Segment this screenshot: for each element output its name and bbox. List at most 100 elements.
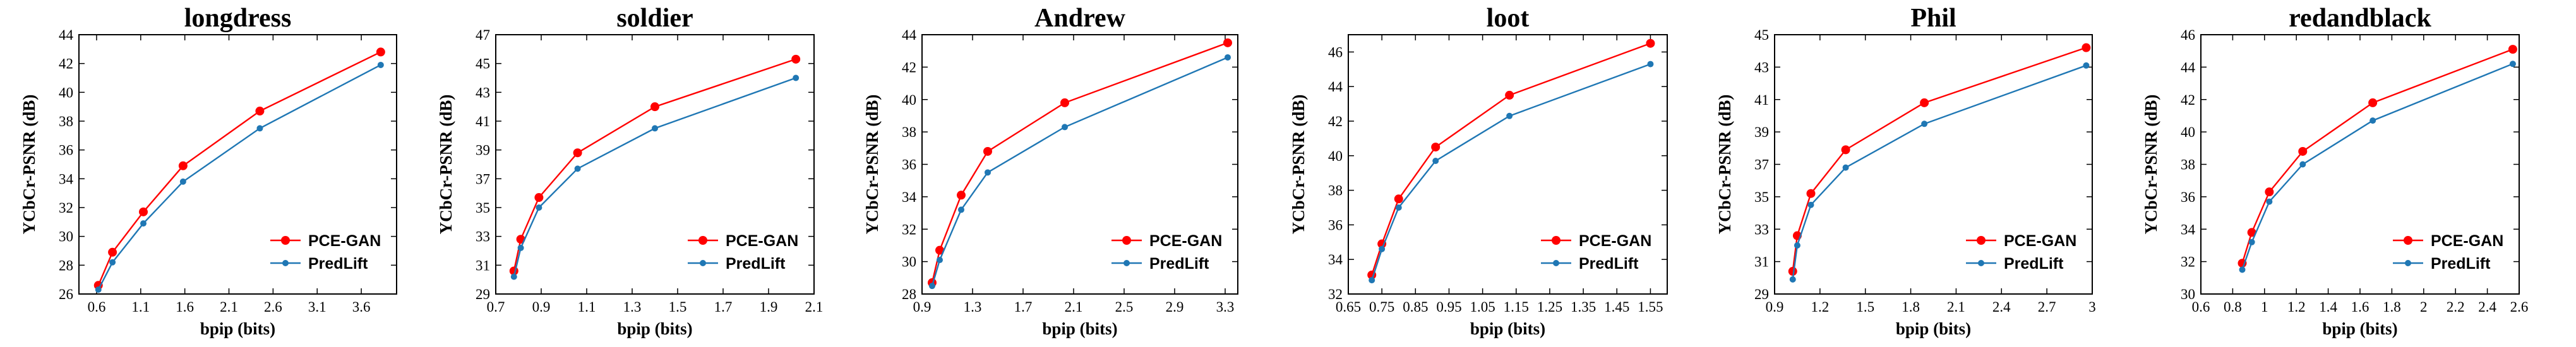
legend-marker-PCE-GAN: [281, 236, 290, 245]
chart-title: Andrew: [1034, 4, 1126, 33]
y-tick-label: 42: [59, 56, 73, 72]
y-tick-label: 44: [902, 27, 917, 43]
x-tick-label: 1.05: [1470, 299, 1495, 315]
data-point-PCE-GAN: [108, 247, 117, 257]
data-point-PCE-GAN: [1920, 98, 1929, 107]
x-axis-label: bpip (bits): [200, 319, 275, 338]
chart-title: soldier: [616, 4, 693, 33]
data-point-PredLift: [1395, 204, 1402, 211]
data-point-PCE-GAN: [1806, 189, 1816, 198]
y-axis-label: YCbCr-PSNR (dB): [863, 95, 882, 235]
y-tick-label: 38: [902, 124, 916, 140]
data-point-PredLift: [256, 125, 263, 132]
y-tick-label: 38: [1328, 183, 1343, 199]
x-tick-label: 1.5: [1856, 299, 1874, 315]
y-tick-label: 30: [902, 254, 916, 270]
y-tick-label: 26: [59, 286, 73, 302]
chart-panel-longdress: longdress 0.6 1.1 1.6 2.1 2.6 3.1 3.6 26 28 30 32 34…: [20, 4, 397, 338]
series-line-PredLift: [931, 56, 1228, 286]
data-point-PCE-GAN: [2247, 228, 2256, 237]
legend-label: PredLift: [308, 255, 368, 273]
y-tick-label: 40: [59, 85, 73, 100]
y-tick-label: 38: [2181, 157, 2195, 173]
legend-marker-PredLift: [1123, 260, 1130, 266]
x-tick-label: 1.45: [1604, 299, 1629, 315]
legend-marker-PCE-GAN: [1552, 236, 1561, 245]
data-point-PredLift: [1807, 201, 1814, 208]
y-tick-label: 35: [476, 200, 490, 216]
data-point-PredLift: [1921, 121, 1928, 127]
y-tick-label: 38: [59, 114, 73, 129]
y-tick-label: 39: [1754, 124, 1769, 140]
plot-frame: [1348, 34, 1668, 295]
data-point-PredLift: [1225, 54, 1231, 61]
y-tick-label: 32: [902, 221, 916, 237]
y-tick-label: 36: [59, 143, 73, 158]
data-point-PredLift: [2299, 161, 2306, 168]
y-tick-label: 40: [2181, 124, 2195, 140]
data-point-PredLift: [1647, 61, 1654, 68]
plot-frame: [78, 34, 397, 295]
x-tick-label: 1.7: [714, 299, 733, 315]
data-point-PCE-GAN: [2265, 187, 2274, 197]
y-tick-label: 28: [59, 257, 73, 273]
legend-label: PCE-GAN: [2004, 232, 2076, 250]
data-point-PCE-GAN: [1394, 194, 1403, 204]
plot-frame: [495, 34, 815, 295]
y-axis-label: YCbCr-PSNR (dB): [1715, 95, 1734, 235]
series-line-PCE-GAN: [513, 58, 796, 271]
data-point-PCE-GAN: [791, 54, 801, 64]
y-tick-label: 41: [1754, 92, 1769, 108]
x-tick-label: 3.1: [308, 299, 326, 315]
x-tick-label: 1.8: [2383, 299, 2401, 315]
chart-panel-loot: loot 0.65 0.75 0.85 0.95 1.05 1.15 1.25 1.35 1.45…: [1289, 4, 1668, 338]
series-line-PredLift: [513, 77, 796, 277]
x-axis-label: bpip (bits): [2322, 319, 2397, 338]
data-point-PCE-GAN: [1223, 38, 1232, 47]
y-axis-label: YCbCr-PSNR (dB): [2142, 95, 2160, 235]
y-tick-label: 47: [476, 27, 490, 43]
data-point-PCE-GAN: [983, 146, 992, 156]
legend-marker-PCE-GAN: [2404, 236, 2412, 245]
y-tick-label: 45: [476, 56, 490, 72]
y-tick-label: 40: [1328, 148, 1343, 164]
legend-label: PCE-GAN: [1579, 232, 1651, 250]
series-line-PCE-GAN: [97, 51, 381, 286]
x-tick-label: 2.5: [1115, 299, 1134, 315]
x-tick-label: 0.7: [487, 299, 505, 315]
data-point-PredLift: [929, 283, 935, 290]
x-tick-label: 1.35: [1571, 299, 1596, 315]
x-tick-label: 0.95: [1436, 299, 1461, 315]
data-point-PredLift: [1789, 276, 1796, 283]
chart-title: loot: [1487, 4, 1530, 33]
x-tick-label: 2.4: [1992, 299, 2011, 315]
data-point-PredLift: [1062, 124, 1068, 131]
y-tick-label: 42: [902, 59, 916, 75]
data-point-PCE-GAN: [2368, 98, 2378, 107]
x-tick-label: 2.1: [1065, 299, 1083, 315]
y-tick-label: 32: [2181, 254, 2195, 270]
data-point-PredLift: [510, 273, 517, 280]
legend-marker-PCE-GAN: [698, 236, 707, 245]
series-line-PCE-GAN: [931, 42, 1228, 283]
y-tick-label: 45: [1754, 27, 1769, 43]
y-tick-label: 44: [1328, 79, 1343, 95]
y-tick-label: 33: [476, 229, 490, 245]
y-axis-label: YCbCr-PSNR (dB): [436, 95, 455, 235]
x-tick-label: 0.65: [1336, 299, 1361, 315]
x-tick-label: 1.15: [1504, 299, 1529, 315]
y-tick-label: 34: [1328, 252, 1343, 268]
y-tick-label: 44: [59, 27, 74, 43]
y-tick-label: 39: [476, 143, 490, 158]
data-point-PredLift: [574, 165, 581, 172]
chart-title: longdress: [184, 4, 292, 33]
legend-label: PredLift: [1579, 255, 1639, 273]
y-tick-label: 34: [902, 189, 917, 205]
data-point-PredLift: [109, 259, 116, 266]
data-point-PredLift: [1842, 164, 1849, 171]
y-tick-label: 32: [59, 200, 73, 216]
data-point-PredLift: [958, 206, 964, 213]
x-tick-label: 1.4: [2319, 299, 2337, 315]
y-tick-label: 40: [902, 92, 916, 108]
